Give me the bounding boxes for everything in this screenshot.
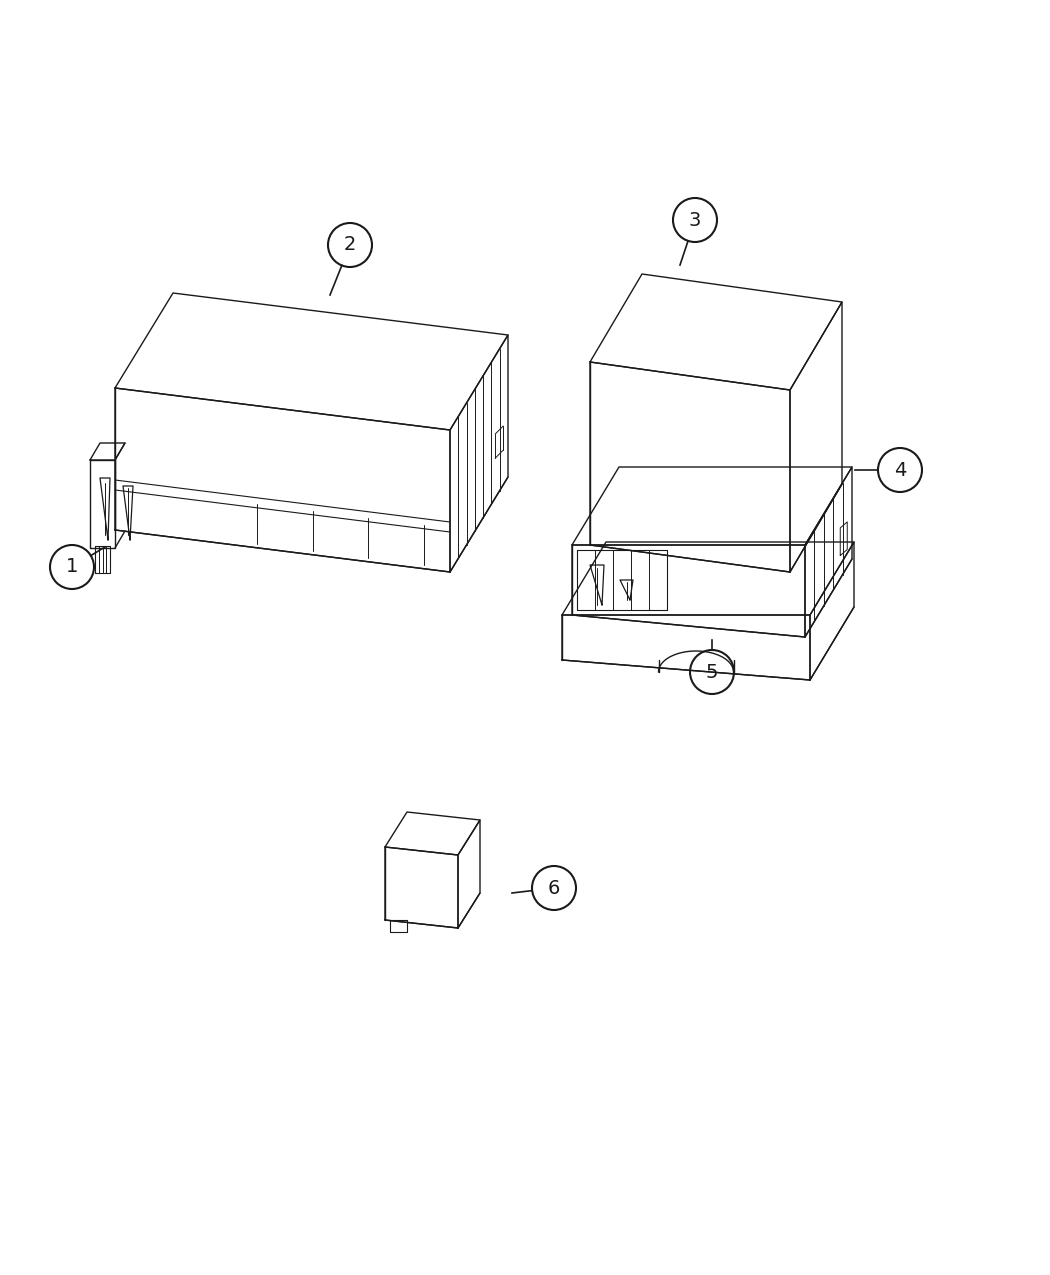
Text: 6: 6 bbox=[548, 878, 561, 898]
Text: 4: 4 bbox=[894, 460, 906, 479]
Text: 3: 3 bbox=[689, 210, 701, 229]
Text: 2: 2 bbox=[343, 236, 356, 255]
Text: 5: 5 bbox=[706, 663, 718, 682]
Text: 1: 1 bbox=[66, 557, 78, 576]
